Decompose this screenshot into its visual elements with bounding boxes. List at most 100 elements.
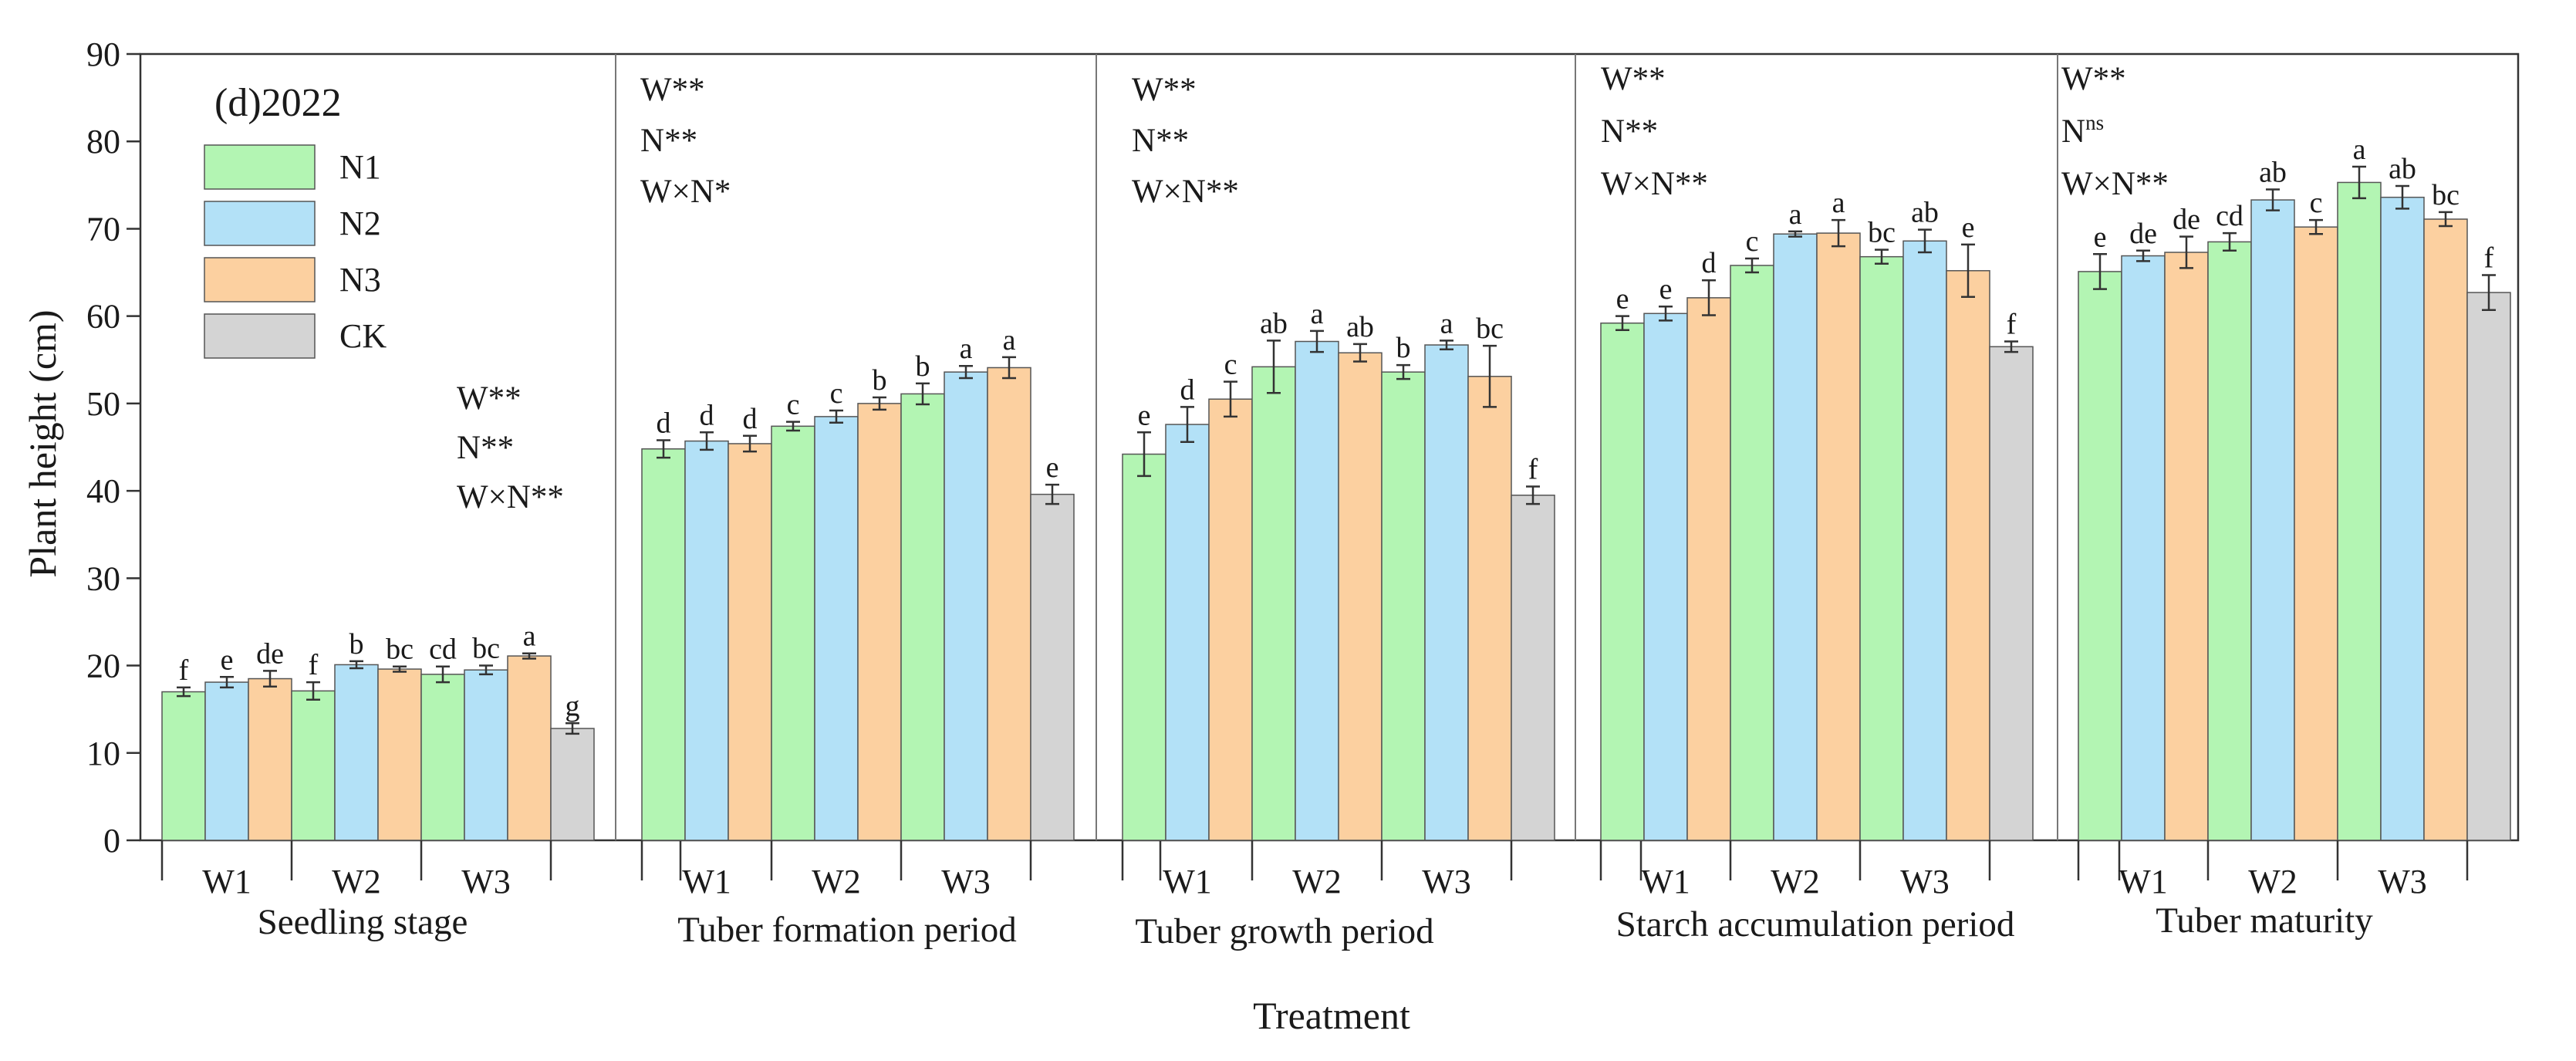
bar <box>291 690 336 841</box>
bar <box>900 393 945 841</box>
bar <box>377 668 422 841</box>
bar <box>1511 495 1555 841</box>
stats-line: W×N* <box>640 174 731 210</box>
y-tick-label: 90 <box>86 35 120 73</box>
bar <box>1773 233 1818 841</box>
significance-letter: e <box>1962 211 1975 244</box>
significance-letter: c <box>1746 225 1759 258</box>
bar <box>1730 265 1774 841</box>
significance-letter: de <box>2129 218 2157 250</box>
stats-line: W** <box>2061 61 2126 97</box>
stats-line: Nns <box>2061 111 2104 150</box>
significance-letter: bc <box>472 633 500 665</box>
bar <box>204 681 249 841</box>
stats-line: N** <box>1132 123 1189 159</box>
bar <box>1859 255 1904 841</box>
y-tick-label: 40 <box>86 472 120 510</box>
stage-label: Tuber growth period <box>1135 911 1433 951</box>
bar <box>1902 240 1947 841</box>
group-label: W2 <box>812 863 861 900</box>
stats-line: N** <box>457 430 514 466</box>
significance-letter: ab <box>1260 307 1288 340</box>
bar <box>2380 196 2425 841</box>
stats-line: W×N** <box>1601 166 1708 202</box>
significance-letter: c <box>787 389 800 421</box>
significance-letter: c <box>2310 187 2323 219</box>
significance-letter: d <box>700 399 714 431</box>
bar <box>248 677 292 841</box>
bar <box>1165 424 1210 841</box>
x-axis-title: Treatment <box>1253 994 1410 1037</box>
bar <box>2294 226 2338 841</box>
significance-letter: c <box>1224 349 1237 381</box>
y-tick-label: 60 <box>86 298 120 336</box>
bar <box>507 655 552 841</box>
bar <box>1686 297 1731 841</box>
significance-letter: f <box>2484 242 2494 274</box>
group-label: W1 <box>1163 863 1212 900</box>
legend-label: N3 <box>339 261 381 299</box>
significance-letter: b <box>349 628 364 661</box>
stage-label: Tuber maturity <box>2156 900 2373 941</box>
group-label: W2 <box>1771 863 1820 900</box>
significance-letter: a <box>2353 133 2366 166</box>
bar <box>944 371 988 841</box>
bar <box>1989 346 2034 841</box>
bar <box>334 664 379 841</box>
significance-letter: bc <box>2432 179 2460 211</box>
legend-label: N2 <box>339 204 381 242</box>
significance-letter: f <box>309 649 319 681</box>
y-tick-label: 50 <box>86 385 120 423</box>
bar <box>2250 199 2295 841</box>
significance-letter: ab <box>1346 311 1374 343</box>
bar <box>1122 453 1166 841</box>
y-tick-label: 30 <box>86 559 120 597</box>
bar <box>2337 181 2382 841</box>
y-tick-label: 80 <box>86 123 120 161</box>
significance-letter: f <box>179 654 189 687</box>
bar <box>728 443 772 841</box>
significance-letter: bc <box>1868 217 1896 249</box>
bar <box>2423 218 2468 841</box>
significance-letter: de <box>256 637 284 670</box>
significance-letter: b <box>1396 332 1411 364</box>
significance-letter: cd <box>429 634 457 666</box>
stats-line: N** <box>1601 113 1658 150</box>
bar <box>641 448 686 841</box>
y-tick-label: 20 <box>86 647 120 685</box>
bar <box>464 669 508 841</box>
bar <box>161 691 206 841</box>
stage-label: Seedling stage <box>258 902 468 942</box>
legend-swatch <box>204 257 316 302</box>
significance-letter: e <box>1138 399 1151 431</box>
group-label: W3 <box>941 863 991 900</box>
significance-letter: d <box>657 407 671 439</box>
significance-letter: d <box>1180 373 1195 406</box>
significance-letter: a <box>1789 198 1802 231</box>
significance-letter: cd <box>2216 200 2243 232</box>
significance-letter: a <box>1832 187 1845 219</box>
stats-line: W×N** <box>457 479 564 515</box>
legend-swatch <box>204 144 316 190</box>
legend-label: CK <box>339 317 387 355</box>
bar <box>1816 232 1861 841</box>
bar <box>550 728 595 841</box>
bar <box>1030 493 1075 841</box>
significance-letter: ab <box>2389 153 2416 185</box>
significance-letter: f <box>2007 309 2017 341</box>
significance-letter: d <box>743 403 758 435</box>
group-label: W3 <box>1900 863 1950 900</box>
group-label: W3 <box>1422 863 1471 900</box>
bar <box>1251 366 1296 841</box>
group-label: W2 <box>332 863 381 900</box>
significance-letter: b <box>873 364 887 397</box>
bar <box>2078 271 2122 841</box>
y-tick-label: 0 <box>103 822 120 860</box>
group-label: W1 <box>2119 863 2168 900</box>
significance-letter: a <box>1440 307 1453 340</box>
